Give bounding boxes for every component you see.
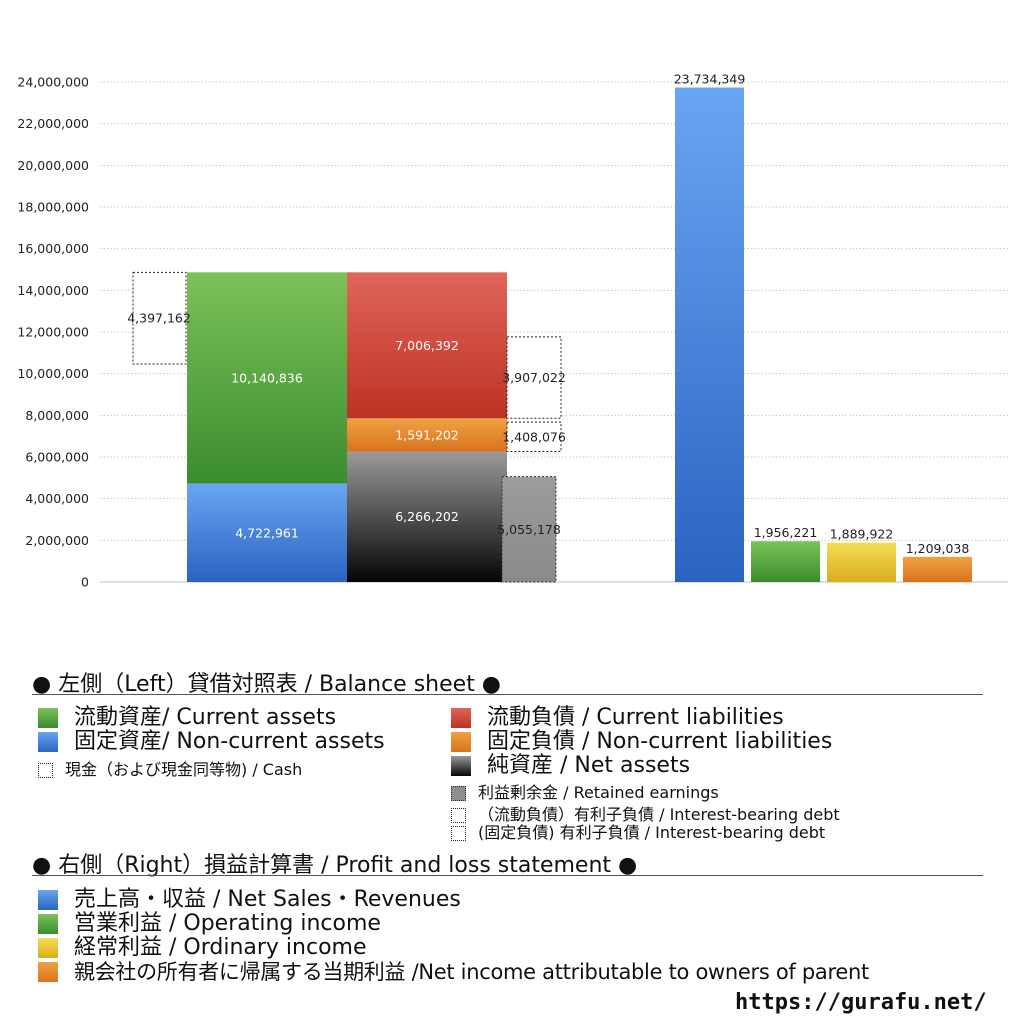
legend-swatch <box>451 785 466 801</box>
legend-label: 営業利益 / Operating income <box>74 911 381 936</box>
legend-item-noncurrent-liabilities: 固定負債 / Non-current liabilities <box>451 730 832 754</box>
profit-loss-legend-title: ● 右側（Right）損益計算書 / Profit and loss state… <box>32 853 638 878</box>
bar-segment-net-assets <box>347 451 507 582</box>
bar-ibd-current <box>506 336 562 419</box>
y-tick-label: 16,000,000 <box>17 241 89 256</box>
legend-swatch <box>451 732 471 752</box>
legend-swatch <box>38 938 58 958</box>
legend-swatch <box>451 756 471 776</box>
legend-item-net-assets: 純資産 / Net assets <box>451 754 690 778</box>
legend-divider <box>32 694 983 695</box>
legend-label: 固定資産/ Non-current assets <box>74 729 385 754</box>
bar-segment-noncurrent-assets <box>187 483 347 582</box>
data-label-ibd-current: 3,907,022 <box>502 370 566 385</box>
chart-canvas: 0 2,000,000 4,000,000 6,000,000 8,000,000 10,… <box>17 72 1008 590</box>
legend-item-retained-earnings: 利益剰余金 / Retained earnings <box>451 784 719 802</box>
y-tick-label: 20,000,000 <box>17 158 89 173</box>
data-label-ibd-noncurrent: 1,408,076 <box>502 429 566 444</box>
legend-swatch <box>38 708 58 728</box>
legend-item-current-liabilities: 流動負債 / Current liabilities <box>451 706 784 730</box>
data-label-current-liabilities: 7,006,392 <box>395 338 459 353</box>
source-url[interactable]: https://gurafu.net/ <box>735 990 987 1015</box>
bar-revenues <box>675 87 744 582</box>
bar-cash <box>132 271 187 365</box>
legend-item-operating-income: 営業利益 / Operating income <box>38 912 381 936</box>
bar-segment-current-liabilities <box>347 272 507 419</box>
data-label-operating-income: 1,956,221 <box>754 525 818 540</box>
legend-label: 純資産 / Net assets <box>487 753 691 778</box>
legend-label: （流動負債）有利子負債 / Interest-bearing debt <box>478 805 840 824</box>
y-tick-label: 22,000,000 <box>17 116 89 131</box>
y-tick-label: 12,000,000 <box>17 325 89 340</box>
data-labels: 4,722,961 10,140,836 6,266,202 1,591,202 7,0… <box>127 72 969 556</box>
y-tick-label: 24,000,000 <box>17 75 89 90</box>
bar-retained-earnings <box>501 476 557 583</box>
legend-label: 流動資産/ Current assets <box>74 705 337 730</box>
legend-swatch <box>38 732 58 752</box>
legend-item-ibd-current: （流動負債）有利子負債 / Interest-bearing debt <box>451 806 840 824</box>
legend-item-ordinary-income: 経常利益 / Ordinary income <box>38 936 367 960</box>
legend-divider <box>32 875 983 876</box>
legend-item-ibd-noncurrent: (固定負債) 有利子負債 / Interest-bearing debt <box>451 824 825 842</box>
data-label-net-assets: 6,266,202 <box>395 509 459 524</box>
data-label-ordinary-income: 1,889,922 <box>830 527 894 542</box>
legend-label: 流動負債 / Current liabilities <box>487 705 784 730</box>
bar-segment-noncurrent-liabilities <box>347 418 507 452</box>
legend-label: 固定負債 / Non-current liabilities <box>487 729 833 754</box>
legend-label: 利益剰余金 / Retained earnings <box>478 783 719 802</box>
y-tick-label: 4,000,000 <box>25 491 89 506</box>
bar-ibd-noncurrent <box>506 421 562 452</box>
legend-swatch <box>38 890 58 910</box>
bar-operating-income <box>751 541 820 582</box>
y-tick-label: 6,000,000 <box>25 450 89 465</box>
legend-item-current-assets: 流動資産/ Current assets <box>38 706 336 730</box>
data-label-retained-earnings: 5,055,178 <box>497 522 561 537</box>
legend-swatch <box>451 807 466 823</box>
bar-segment-current-assets <box>187 272 347 484</box>
legend-swatch <box>451 825 466 841</box>
legend-item-noncurrent-assets: 固定資産/ Non-current assets <box>38 730 385 754</box>
data-label-noncurrent-assets: 4,722,961 <box>235 525 299 540</box>
data-label-current-assets: 10,140,836 <box>231 370 303 385</box>
legend-item-cash: 現金（および現金同等物) / Cash <box>38 761 302 779</box>
legend-label: (固定負債) 有利子負債 / Interest-bearing debt <box>478 823 826 842</box>
legend-swatch <box>38 962 58 982</box>
bar-ordinary-income <box>827 542 896 582</box>
bars <box>132 87 972 583</box>
legend-item-net-income: 親会社の所有者に帰属する当期利益 /Net income attributabl… <box>38 960 869 984</box>
legend-swatch <box>38 762 53 778</box>
legend-label: 経常利益 / Ordinary income <box>74 935 367 960</box>
y-tick-label: 14,000,000 <box>17 283 89 298</box>
data-label-revenues: 23,734,349 <box>674 72 746 87</box>
y-tick-label: 10,000,000 <box>17 366 89 381</box>
y-tick-label: 2,000,000 <box>25 533 89 548</box>
legend-item-revenues: 売上高・収益 / Net Sales・Revenues <box>38 888 461 912</box>
legend-label: 売上高・収益 / Net Sales・Revenues <box>74 887 461 912</box>
y-tick-label: 18,000,000 <box>17 200 89 215</box>
legend-swatch <box>451 708 471 728</box>
balance-sheet-legend-title: ● 左側（Left）貸借対照表 / Balance sheet ● <box>32 672 502 697</box>
legend-label: 現金（および現金同等物) / Cash <box>65 760 303 779</box>
bar-net-income <box>903 556 972 582</box>
legend-swatch <box>38 914 58 934</box>
data-label-noncurrent-liabilities: 1,591,202 <box>395 427 459 442</box>
y-tick-label: 8,000,000 <box>25 408 89 423</box>
y-tick-label: 0 <box>81 575 89 590</box>
data-label-net-income: 1,209,038 <box>906 541 970 556</box>
legend-label: 親会社の所有者に帰属する当期利益 /Net income attributabl… <box>74 960 869 984</box>
data-label-cash: 4,397,162 <box>127 311 191 326</box>
